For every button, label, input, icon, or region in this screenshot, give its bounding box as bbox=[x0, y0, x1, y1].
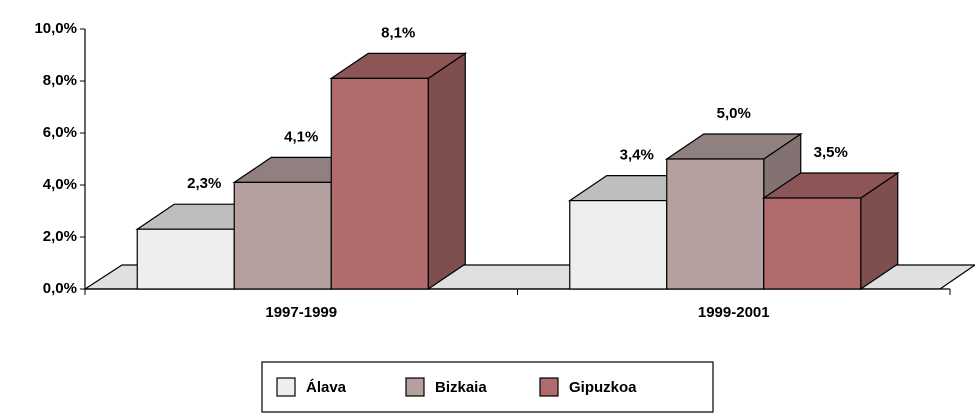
bar bbox=[666, 158, 765, 290]
y-tick-label: 0,0% bbox=[43, 280, 77, 297]
value-label: 4,1% bbox=[284, 128, 318, 145]
bar-side bbox=[427, 52, 466, 291]
value-label: 3,4% bbox=[620, 147, 654, 164]
y-tick-label: 10,0% bbox=[34, 20, 77, 37]
legend-label: Álava bbox=[306, 379, 347, 396]
bar bbox=[233, 181, 332, 290]
legend-swatch bbox=[539, 377, 559, 397]
value-label: 5,0% bbox=[717, 105, 751, 122]
legend-label: Bizkaia bbox=[435, 379, 487, 396]
bar bbox=[569, 200, 668, 290]
y-tick-label: 8,0% bbox=[43, 72, 77, 89]
x-tick-label: 1999-2001 bbox=[698, 304, 770, 321]
bar bbox=[330, 77, 429, 290]
value-label: 8,1% bbox=[381, 24, 415, 41]
x-tick-label: 1997-1999 bbox=[265, 304, 337, 321]
legend-label: Gipuzkoa bbox=[569, 379, 637, 396]
bar bbox=[136, 228, 235, 290]
legend-swatch bbox=[405, 377, 425, 397]
y-tick-label: 2,0% bbox=[43, 228, 77, 245]
legend bbox=[261, 361, 714, 413]
y-tick-label: 6,0% bbox=[43, 124, 77, 141]
y-tick-label: 4,0% bbox=[43, 176, 77, 193]
value-label: 2,3% bbox=[187, 175, 221, 192]
value-label: 3,5% bbox=[814, 144, 848, 161]
legend-swatch bbox=[276, 377, 296, 397]
bar bbox=[763, 197, 862, 290]
